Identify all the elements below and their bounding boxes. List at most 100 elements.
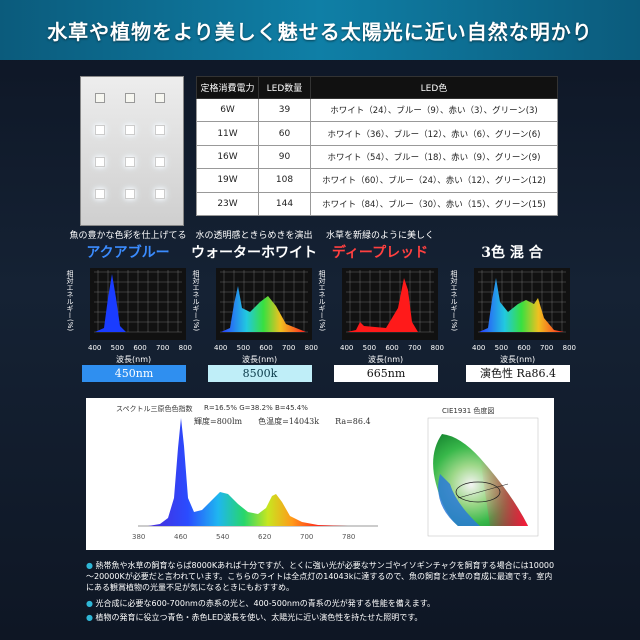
cie-title: CIE1931 色度図 [442,407,495,415]
note-text: 植物の発育に役立つ青色・赤色LED波長を使い、太陽光に近い演色性を持たせた照明で… [95,613,423,622]
spec-table-row: 23W 144 ホワイト（84）、ブルー（30）、赤い（15）、グリーン(15) [196,191,558,217]
led-colors-cell: ホワイト（84）、ブルー（30）、赤い（15）、グリーン(15) [310,191,558,217]
led-chip [125,189,135,199]
power-cell: 23W [196,191,259,217]
mini-xtick: 700 [539,344,554,352]
power-cell: 16W [196,144,259,170]
header-title: 水草や植物をより美しく魅せる太陽光に近い自然な明かり [47,19,593,44]
mini-xticks: 400 500 600 700 800 [214,344,318,352]
bullet-icon: ● [86,561,93,570]
mini-spectrum-svg [94,270,182,333]
spectrum-chart: 380 460 540 620 700 780 [132,418,378,541]
spectrum-rgb: R=16.5% G=38.2% B=45.4% [204,404,308,412]
power-cell: 6W [196,97,259,123]
header-banner: 水草や植物をより美しく魅せる太陽光に近い自然な明かり [0,0,640,60]
mini-xlabel: 波長(nm) [368,355,404,364]
mode-name: ウォーターホワイト [191,245,317,261]
spectrum-xtick: 780 [342,533,355,541]
led-chip [125,157,135,167]
spec-table-header: 定格消費電力 LED数量 LED色 [196,76,558,99]
led-chip [155,157,165,167]
mini-xtick: 500 [494,344,509,352]
spectrum-xtick: 540 [216,533,229,541]
mode-caption: 水の透明感ときらめきを演出 [195,231,313,241]
mini-xtick: 400 [340,344,354,352]
led-colors-cell: ホワイト（54）、ブルー（18）、赤い（9）、グリーン(9) [310,144,558,170]
led-chip [155,93,165,103]
mini-xticks: 400 500 600 700 800 [340,344,444,352]
mode-value: 665nm [334,365,438,382]
led-chip [95,125,105,135]
mode-caption: 水草を新緑のように美しく [325,231,434,241]
spec-table-row: 16W 90 ホワイト（54）、ブルー（18）、赤い（9）、グリーン(9) [196,144,558,170]
led-panel-image [80,76,184,226]
mini-spectrum-chart [216,268,312,340]
mini-xlabel: 波長(nm) [116,355,152,364]
mini-xtick: 800 [178,344,192,352]
mode-value: 8500k [208,365,312,382]
mini-xlabel: 波長(nm) [500,355,536,364]
spec-table: 定格消費電力 LED数量 LED色 6W 39 ホワイト（24）、ブルー（9）、赤い… [196,76,558,217]
bullet-icon: ● [86,599,93,608]
led-chip [155,189,165,199]
mini-ylabel: 相対エネルギー(%) [450,270,458,332]
header-power: 定格消費電力 [196,76,259,99]
led-chip [95,189,105,199]
header-led-colors: LED色 [310,76,558,99]
note-item: ● 熱帯魚や水草の飼育ならば8000Kあれば十分ですが、とくに強い光が必要なサン… [86,560,556,593]
bullet-icon: ● [86,613,93,622]
mini-xtick: 800 [430,344,444,352]
mini-xtick: 400 [88,344,102,352]
mini-xtick: 700 [155,344,170,352]
mini-spectrum-svg [478,270,566,333]
note-item: ● 光合成に必要な600-700nmの赤系の光と、400-500nmの青系の光が… [86,598,556,609]
mini-xtick: 600 [259,344,273,352]
mini-ylabel: 相対エネルギー(%) [192,270,200,332]
mode-value: 演色性 Ra86.4 [466,365,570,382]
mini-xtick: 600 [385,344,399,352]
led-count-cell: 60 [258,121,311,146]
mini-spectrum-svg [346,270,434,333]
spectrum-title: スペクトル三原色色指数 [116,405,193,413]
led-chip [95,93,105,103]
mode-name: アクアブルー [86,245,170,261]
mini-xtick: 600 [133,344,147,352]
spec-table-row: 11W 60 ホワイト（36）、ブルー（12）、赤い（6）、グリーン(6) [196,121,558,146]
mini-ylabel: 相対エネルギー(%) [66,270,74,332]
led-count-cell: 90 [258,144,311,170]
mini-xtick: 800 [304,344,318,352]
mini-ylabel: 相対エネルギー(%) [318,270,326,332]
header-led-count: LED数量 [258,76,311,99]
led-count-cell: 108 [258,168,311,193]
spec-table-row: 6W 39 ホワイト（24）、ブルー（9）、赤い（3）、グリーン(3) [196,97,558,123]
mini-xticks: 400 500 600 700 800 [88,344,192,352]
spec-table-row: 19W 108 ホワイト（60）、ブルー（24）、赤い（12）、グリーン(12) [196,168,558,193]
spectrum-panel: スペクトル三原色色指数 R=16.5% G=38.2% B=45.4% 輝度=8… [86,398,554,550]
mode-caption: 魚の豊かな色彩を仕上げてる [69,231,187,241]
led-colors-cell: ホワイト（24）、ブルー（9）、赤い（3）、グリーン(3) [310,97,558,123]
led-chip [155,125,165,135]
mini-xtick: 500 [236,344,251,352]
led-count-cell: 39 [258,97,311,123]
mini-spectrum-chart [342,268,438,340]
led-chip [125,125,135,135]
mini-xtick: 700 [281,344,296,352]
note-item: ● 植物の発育に役立つ青色・赤色LED波長を使い、太陽光に近い演色性を持たせた照… [86,612,556,623]
mini-xtick: 500 [110,344,125,352]
mini-xtick: 500 [362,344,377,352]
mode-value: 450nm [82,365,186,382]
mini-xticks: 400 500 600 700 800 [472,344,576,352]
spectrum-xtick: 620 [258,533,271,541]
mini-xlabel: 波長(nm) [242,355,278,364]
mini-spectrum-svg [220,270,308,333]
led-colors-cell: ホワイト（36）、ブルー（12）、赤い（6）、グリーン(6) [310,121,558,146]
mini-spectrum-chart [474,268,570,340]
note-text: 熱帯魚や水草の飼育ならば8000Kあれば十分ですが、とくに強い光が必要なサンゴや… [86,561,555,592]
led-chip [125,93,135,103]
mini-xtick: 400 [214,344,228,352]
mini-spectrum-chart [90,268,186,340]
mini-xtick: 600 [517,344,531,352]
note-text: 光合成に必要な600-700nmの赤系の光と、400-500nmの青系の光が発す… [95,599,435,608]
mini-xtick: 400 [472,344,486,352]
